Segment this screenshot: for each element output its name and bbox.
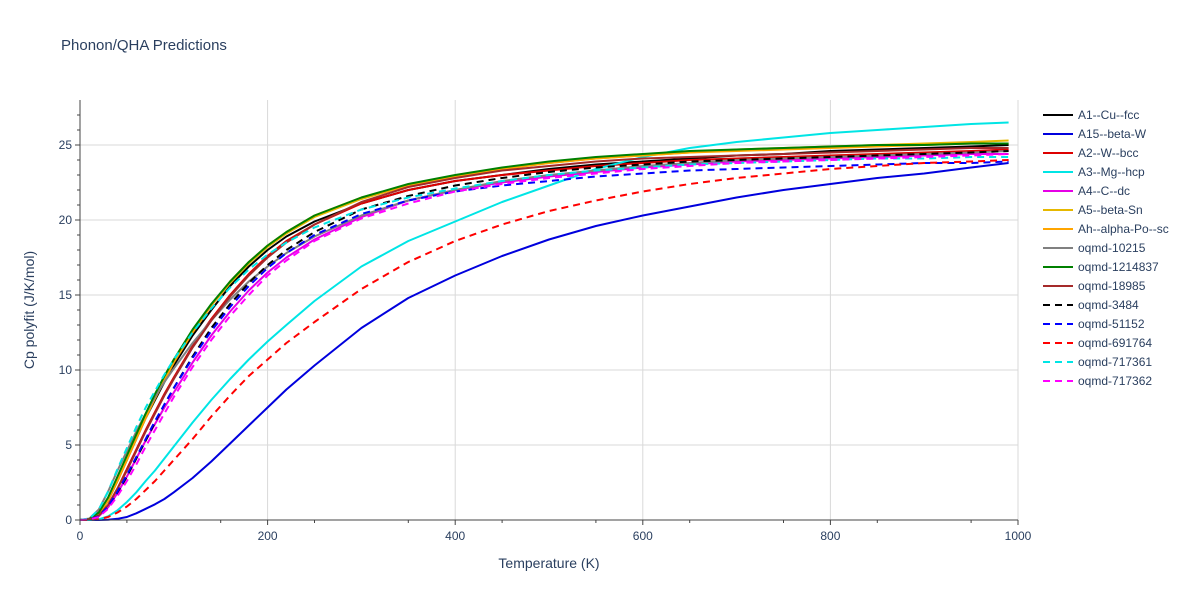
legend-item-label[interactable]: oqmd-10215 [1078, 241, 1146, 255]
series-line-10 [79, 147, 1009, 521]
x-tick-label: 200 [258, 529, 278, 543]
y-tick-label: 5 [65, 438, 72, 452]
axes: 0 200 400 600 800 1000 0 5 10 15 20 25 [59, 100, 1032, 543]
legend-item-label[interactable]: A15--beta-W [1078, 127, 1147, 141]
series-line-9 [79, 142, 1009, 521]
series-line-2 [80, 162, 1009, 521]
x-tick-label: 0 [77, 529, 84, 543]
y-tick-label: 15 [59, 288, 73, 302]
legend-item-label[interactable]: oqmd-18985 [1078, 279, 1146, 293]
legend: A1--Cu--fcc A15--beta-W A2--W--bcc A3--Mg--… [1043, 108, 1169, 388]
series-line-14 [79, 156, 1009, 521]
legend-item-label[interactable]: A1--Cu--fcc [1078, 108, 1139, 122]
y-tick-label: 10 [59, 363, 73, 377]
series-line-5 [79, 153, 1009, 521]
x-tick-label: 600 [633, 529, 653, 543]
legend-item-label[interactable]: oqmd-1214837 [1078, 260, 1159, 274]
legend-item-label[interactable]: Ah--alpha-Po--sc [1078, 222, 1169, 236]
y-tick-label: 20 [59, 213, 73, 227]
x-axis-title: Temperature (K) [498, 555, 599, 571]
series-line-13 [80, 159, 1009, 521]
plot-area [79, 121, 1009, 521]
legend-item-label[interactable]: A4--C--dc [1078, 184, 1130, 198]
series-line-3 [79, 148, 1009, 521]
series-line-1 [79, 144, 1009, 521]
legend-item-label[interactable]: A5--beta-Sn [1078, 203, 1143, 217]
x-tick-label: 400 [445, 529, 465, 543]
y-tick-label: 0 [65, 513, 72, 527]
x-tick-label: 1000 [1005, 529, 1032, 543]
legend-item-label[interactable]: oqmd-717361 [1078, 355, 1152, 369]
series-line-15 [79, 153, 1009, 521]
legend-item-label[interactable]: A2--W--bcc [1078, 146, 1138, 160]
legend-item-label[interactable]: oqmd-51152 [1078, 317, 1145, 331]
series-line-8 [79, 150, 1009, 521]
x-tick-label: 800 [820, 529, 840, 543]
series-line-4 [80, 121, 1009, 521]
y-axis-title: Cp polyfit (J/K/mol) [21, 251, 37, 369]
legend-item-label[interactable]: oqmd-691764 [1078, 336, 1152, 350]
legend-item-label[interactable]: oqmd-717362 [1078, 374, 1152, 388]
chart-title: Phonon/QHA Predictions [61, 37, 227, 54]
y-tick-label: 25 [59, 138, 73, 152]
series-line-12 [79, 160, 1009, 521]
legend-item-label[interactable]: oqmd-3484 [1078, 298, 1139, 312]
series-line-7 [79, 142, 1009, 521]
legend-item-label[interactable]: A3--Mg--hcp [1078, 165, 1145, 179]
series-line-11 [79, 150, 1009, 521]
